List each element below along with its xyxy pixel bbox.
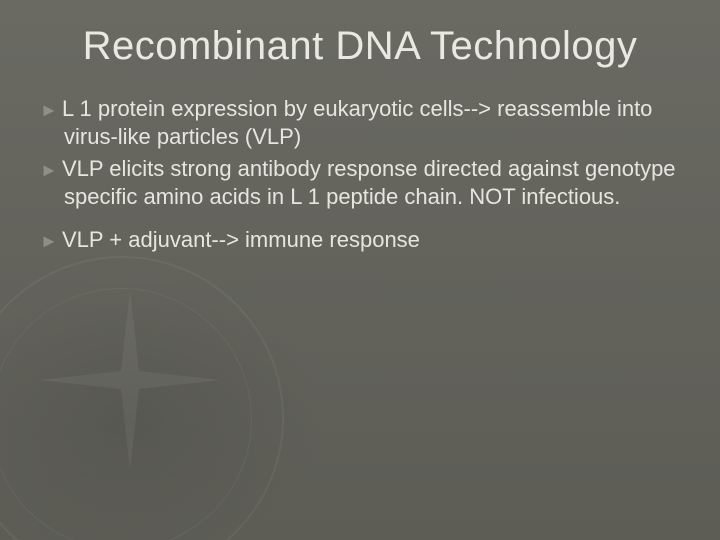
bullet-item: ►VLP elicits strong antibody response di…: [64, 155, 680, 211]
bullet-arrow-icon: ►: [40, 159, 60, 182]
slide: Recombinant DNA Technology ►L 1 protein …: [0, 0, 720, 540]
bullet-text: L 1 protein expression by eukaryotic cel…: [62, 96, 652, 149]
bullet-arrow-icon: ►: [40, 230, 60, 253]
compass-needle-decor: [30, 280, 230, 480]
bullet-text: VLP + adjuvant--> immune response: [62, 227, 420, 252]
bullet-item: ►VLP + adjuvant--> immune response: [64, 226, 680, 254]
bullet-text: VLP elicits strong antibody response dir…: [62, 156, 676, 209]
bullet-arrow-icon: ►: [40, 99, 60, 122]
slide-title: Recombinant DNA Technology: [40, 24, 680, 69]
compass-decor-inner: [0, 288, 252, 540]
slide-body: ►L 1 protein expression by eukaryotic ce…: [40, 95, 680, 254]
bullet-item: ►L 1 protein expression by eukaryotic ce…: [64, 95, 680, 151]
compass-decor-outer: [0, 256, 284, 540]
